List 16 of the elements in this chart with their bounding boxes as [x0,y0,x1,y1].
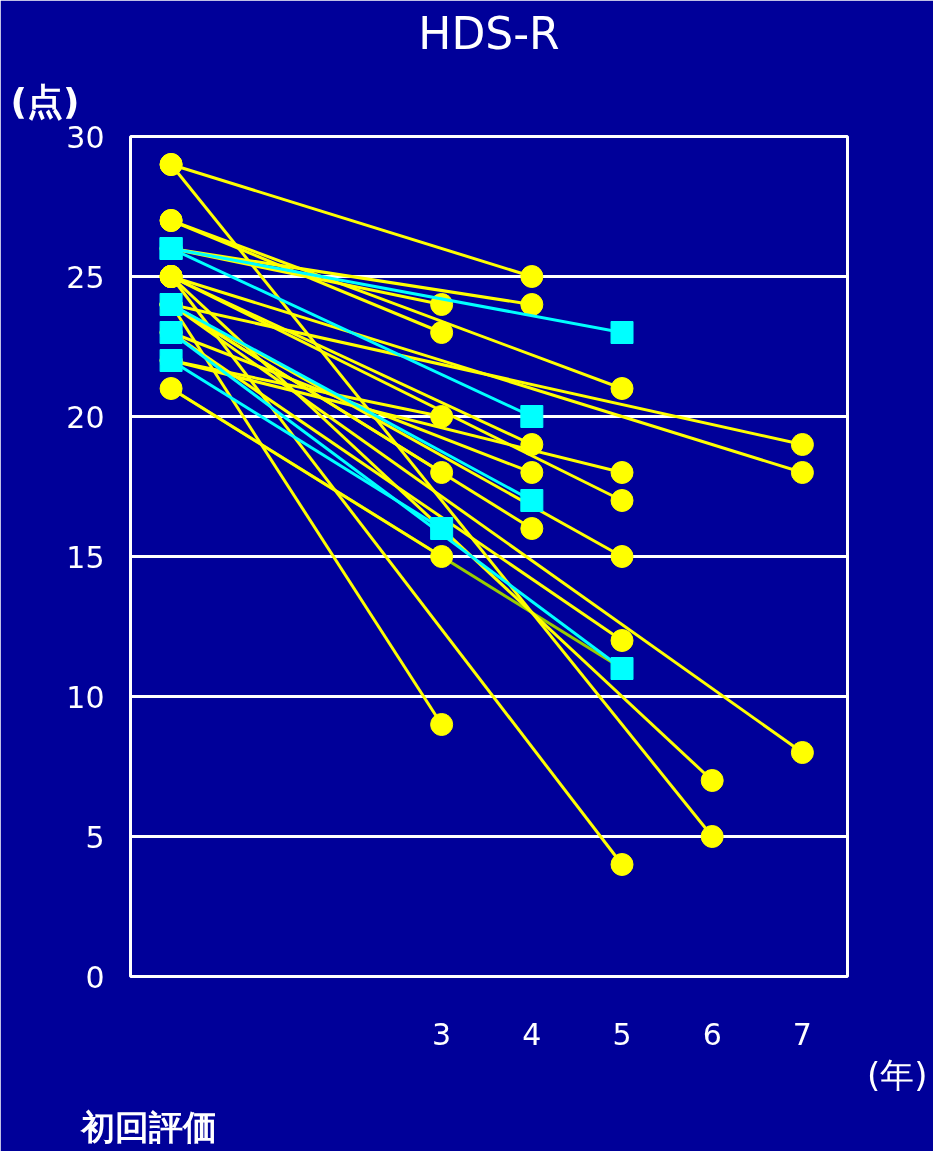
y-tick-label: 5 [85,819,105,855]
x-tick-label: 6 [702,1016,722,1052]
x-axis-title: (年) [866,1054,928,1095]
y-axis-title: (点) [10,80,80,122]
text: 初回評価 [79,1106,217,1147]
x-tick-label: 5 [612,1016,632,1052]
x-tick-label: 3 [432,1016,452,1052]
y-tick-label: 10 [66,679,105,715]
y-tick-label: 30 [66,119,105,155]
chart-title: HDS-R [418,7,560,59]
y-tick-label: 15 [66,539,105,575]
y-tick-label: 25 [66,259,105,295]
x-tick-label: 7 [792,1016,812,1052]
y-tick-label: 20 [66,399,105,435]
x-tick-label: 4 [522,1016,542,1052]
y-tick-label: 0 [85,959,105,995]
